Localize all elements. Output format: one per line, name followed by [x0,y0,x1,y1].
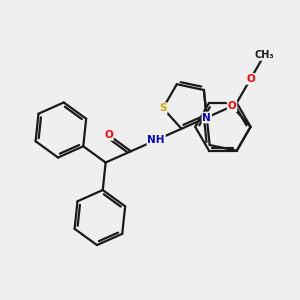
Text: CH₃: CH₃ [255,50,274,60]
Text: O: O [228,101,236,111]
Text: O: O [246,74,255,84]
Text: S: S [159,103,167,113]
Text: N: N [202,112,211,122]
Text: O: O [104,130,113,140]
Text: NH: NH [148,135,165,145]
